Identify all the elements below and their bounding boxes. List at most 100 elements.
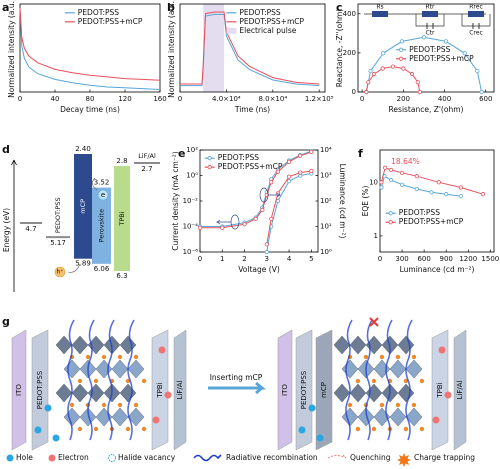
x-tick-label: 0 — [18, 95, 22, 103]
a-site — [419, 378, 425, 384]
a-site — [371, 426, 377, 432]
plot-frame — [379, 149, 495, 253]
a-site — [363, 354, 369, 360]
panel-label: g — [2, 315, 10, 328]
x-axis-label: Voltage (V) — [238, 265, 280, 274]
octahedron — [357, 407, 375, 427]
x-tick-label: 0 — [378, 255, 382, 263]
data-point — [383, 165, 388, 170]
layer-label: mCP — [320, 382, 328, 398]
a-site — [395, 354, 401, 360]
y-tick-label: 10⁻² — [183, 197, 199, 205]
panel-label: e — [178, 147, 185, 160]
layer-name: PEDOT:PSS — [54, 197, 62, 233]
legend-label: PEDOT:PSS+mCP — [399, 217, 464, 226]
level-label: 2.40 — [75, 145, 91, 153]
x-axis-label: Decay time (ns) — [60, 105, 120, 114]
a-site — [411, 402, 417, 408]
radiative-arrow — [345, 319, 353, 441]
legend-label: PEDOT:PSS — [218, 153, 260, 162]
a-site — [133, 354, 139, 360]
level-label: 6.06 — [94, 265, 110, 273]
legend-label: PEDOT:PSS — [239, 8, 281, 17]
resistor — [422, 11, 438, 17]
data-point — [399, 170, 405, 175]
data-point — [414, 174, 419, 179]
data-point — [275, 198, 281, 204]
data-point — [197, 225, 203, 230]
x-axis-label: Luminance (cd m⁻²) — [400, 265, 475, 274]
data-point — [269, 180, 274, 185]
x-tick-label: 160 — [153, 95, 166, 103]
carrier-arrow — [67, 177, 98, 273]
legend-swatch — [226, 27, 237, 34]
circuit-label: Rtr — [426, 4, 436, 11]
octahedron — [63, 407, 81, 427]
data-point — [421, 35, 427, 40]
data-point — [298, 153, 303, 158]
octahedron — [333, 335, 351, 355]
y-axis-label: Reactance, -Z''(ohm) — [335, 9, 344, 88]
hole — [298, 426, 306, 434]
y2-tick-label: 10⁰ — [320, 248, 332, 256]
data-point — [381, 51, 386, 56]
data-point — [286, 174, 292, 179]
legend-electron — [48, 454, 56, 462]
level-label: 5.89 — [75, 260, 91, 268]
data-point — [371, 71, 377, 77]
x-axis-label: Resistance, Z'(ohm) — [389, 105, 464, 114]
data-point — [368, 68, 373, 74]
x-axis-label: Time (ns) — [234, 105, 270, 114]
annotation: 18.64% — [391, 157, 420, 166]
plot-frame — [179, 3, 326, 93]
level-label: 3.52 — [94, 179, 110, 187]
panel-label: d — [2, 143, 10, 156]
octahedron — [397, 383, 415, 403]
y-tick-label: 1 — [374, 232, 378, 240]
data-point — [242, 222, 247, 227]
radiative-arrow — [127, 319, 135, 441]
resistor — [468, 11, 484, 17]
octahedron — [127, 407, 145, 427]
plot-frame — [199, 149, 319, 253]
a-site — [395, 402, 401, 408]
x-tick-label: 4.0×10⁴ — [212, 95, 241, 103]
insert-arrow — [208, 381, 267, 395]
arrow-label: Inserting mCP — [210, 373, 263, 382]
electron — [152, 416, 160, 424]
a-site — [347, 402, 353, 408]
data-point — [479, 89, 484, 95]
y-tick-label: 10⁻⁶ — [183, 248, 199, 256]
data-point — [414, 186, 419, 192]
legend-label: Radiative recombination — [226, 453, 318, 462]
legend-trapping — [397, 453, 411, 467]
legend-label: Hole — [16, 453, 33, 462]
layer-label: TPBi — [156, 382, 164, 398]
layer-slab — [315, 329, 333, 451]
carrier-label: h⁺ — [57, 269, 64, 276]
y-tick-label: 10⁻⁴ — [183, 223, 199, 231]
octahedron — [341, 407, 359, 427]
legend-quenching — [327, 454, 347, 459]
legend-label: PEDOT:PSS+mCP — [218, 162, 283, 171]
plot-frame — [357, 3, 495, 93]
x-tick-label: 600 — [417, 255, 430, 263]
level-label: 2.7 — [141, 165, 152, 173]
radiative-arrow — [385, 319, 393, 441]
data-point — [298, 170, 303, 175]
a-site — [125, 426, 131, 432]
y2-tick-label: 10¹ — [320, 223, 332, 231]
layer-slab — [453, 329, 467, 451]
x-tick-label: 8.0×10⁴ — [258, 95, 287, 103]
data-point — [390, 64, 396, 69]
series-line — [365, 66, 421, 93]
hole — [44, 404, 52, 412]
hole — [316, 434, 324, 442]
x-tick-label: 1 — [220, 255, 224, 263]
data-point — [480, 192, 486, 197]
data-point — [417, 89, 422, 95]
layer-name: LiF/Al — [138, 152, 156, 160]
layer-label: PEDOT:PSS — [300, 370, 308, 409]
x-tick-label: 0 — [178, 95, 182, 103]
